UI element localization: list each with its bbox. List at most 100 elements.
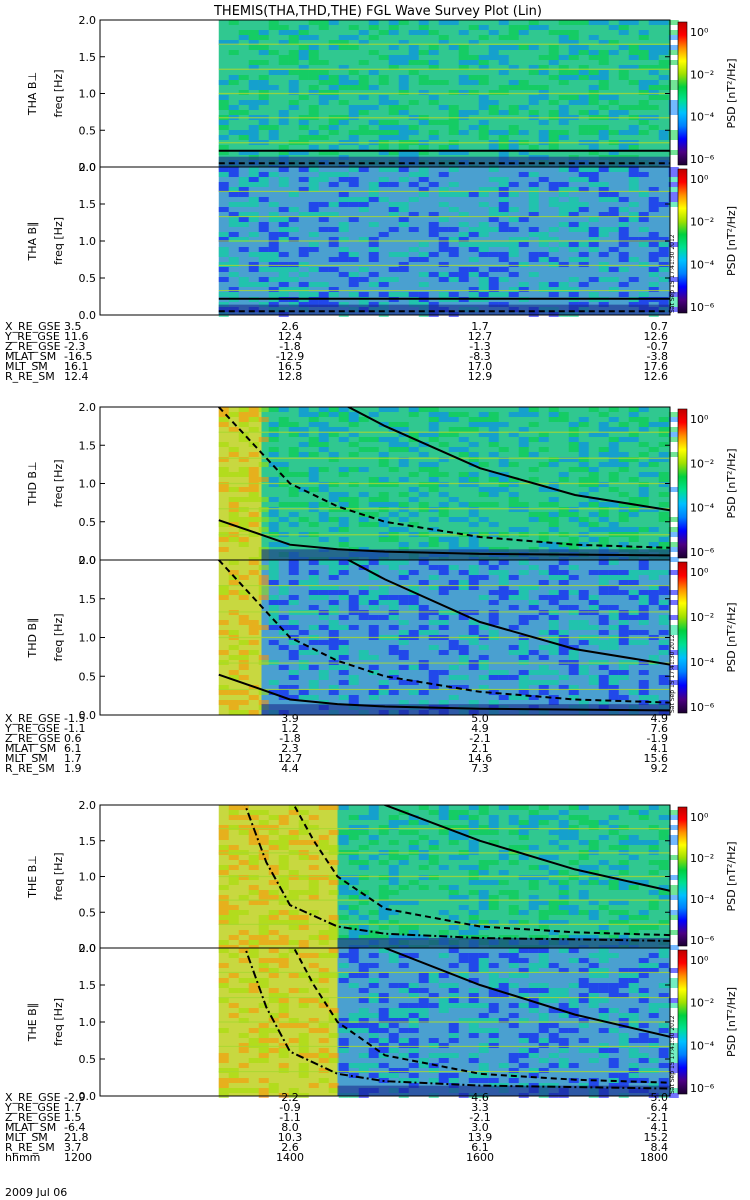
psd-cell (668, 192, 679, 197)
psd-cell (238, 507, 249, 512)
psd-cell (248, 282, 259, 287)
psd-cell (398, 267, 409, 272)
ephemeris-value: 6.4 (651, 1101, 669, 1114)
psd-cell (438, 272, 449, 277)
psd-cell (558, 167, 569, 172)
psd-cell (528, 810, 539, 815)
psd-cell (408, 880, 419, 885)
psd-cell (578, 542, 589, 547)
psd-cell (498, 560, 509, 565)
psd-cell (358, 437, 369, 442)
ephemeris-row-label: Z_RE_GSE (5, 1111, 61, 1124)
psd-cell (448, 167, 459, 172)
colorbar-tick-label: 10⁻² (690, 68, 714, 81)
psd-cell (538, 1083, 549, 1088)
psd-cell (438, 227, 449, 232)
psd-cell (638, 680, 649, 685)
psd-cell (508, 805, 519, 810)
psd-cell (668, 167, 679, 172)
psd-cell (338, 645, 349, 650)
psd-cell (538, 925, 549, 930)
psd-cell (248, 953, 259, 958)
psd-cell (288, 1088, 299, 1093)
psd-cell (478, 595, 489, 600)
psd-cell (418, 580, 429, 585)
psd-cell (638, 640, 649, 645)
psd-cell (268, 277, 279, 282)
psd-cell (378, 1043, 389, 1048)
psd-cell (348, 700, 359, 705)
psd-cell (398, 442, 409, 447)
psd-cell (548, 527, 559, 532)
psd-cell (438, 20, 449, 25)
psd-cell (488, 422, 499, 427)
psd-cell (648, 963, 659, 968)
psd-cell (578, 665, 589, 670)
psd-cell (448, 45, 459, 50)
psd-cell (298, 920, 309, 925)
psd-cell (358, 267, 369, 272)
psd-cell (268, 565, 279, 570)
psd-cell (368, 920, 379, 925)
psd-cell (468, 247, 479, 252)
psd-cell (228, 670, 239, 675)
psd-cell (408, 130, 419, 135)
y-tick-label: 0.0 (79, 942, 97, 955)
psd-cell (538, 252, 549, 257)
psd-cell (448, 252, 459, 257)
psd-cell (488, 630, 499, 635)
psd-cell (578, 815, 589, 820)
psd-cell (648, 695, 659, 700)
psd-cell (498, 447, 509, 452)
psd-cell (408, 1048, 419, 1053)
psd-cell (498, 590, 509, 595)
psd-cell (438, 40, 449, 45)
psd-cell (398, 650, 409, 655)
ephemeris-value: 3.9 (281, 712, 299, 725)
psd-cell (548, 600, 559, 605)
psd-cell (238, 595, 249, 600)
psd-cell (358, 522, 369, 527)
psd-cell (228, 845, 239, 850)
ephemeris-value: 4.1 (651, 1121, 669, 1134)
psd-cell (378, 507, 389, 512)
psd-cell (448, 998, 459, 1003)
psd-cell (578, 130, 589, 135)
psd-cell (388, 277, 399, 282)
ephemeris-value: -1.8 (279, 340, 300, 353)
psd-cell (538, 90, 549, 95)
psd-cell (408, 1083, 419, 1088)
psd-cell (228, 172, 239, 177)
psd-cell (568, 197, 579, 202)
psd-cell (588, 1058, 599, 1063)
psd-cell (358, 973, 369, 978)
psd-cell (338, 625, 349, 630)
psd-cell (488, 417, 499, 422)
psd-cell (448, 447, 459, 452)
psd-cell (638, 590, 649, 595)
psd-cell (478, 487, 489, 492)
psd-cell (368, 197, 379, 202)
psd-cell (468, 820, 479, 825)
psd-cell (228, 292, 239, 297)
psd-cell (618, 20, 629, 25)
psd-cell (228, 50, 239, 55)
psd-cell (548, 1038, 559, 1043)
psd-cell (488, 472, 499, 477)
psd-cell (328, 80, 339, 85)
psd-cell (258, 437, 269, 442)
psd-cell (548, 855, 559, 860)
colorbar-tick-label: 10⁻² (690, 997, 714, 1010)
psd-cell (578, 805, 589, 810)
psd-cell (228, 915, 239, 920)
low-freq-band (261, 704, 670, 715)
psd-cell (248, 267, 259, 272)
psd-cell (348, 85, 359, 90)
psd-cell (258, 810, 269, 815)
psd-cell (648, 65, 659, 70)
psd-cell (558, 1038, 569, 1043)
psd-cell (578, 282, 589, 287)
psd-cell (218, 1058, 229, 1063)
psd-cell (608, 590, 619, 595)
psd-cell (668, 277, 679, 282)
